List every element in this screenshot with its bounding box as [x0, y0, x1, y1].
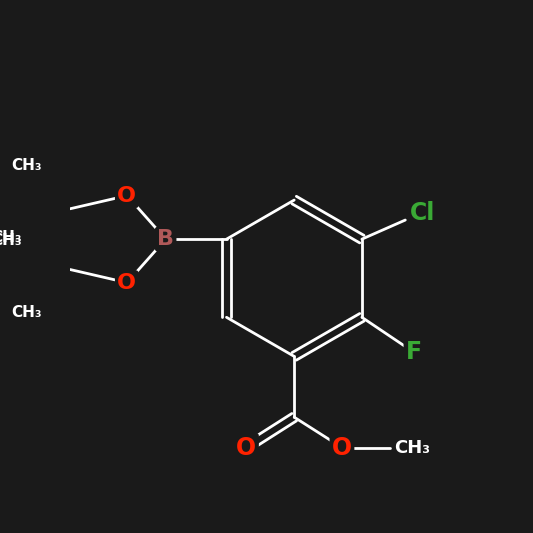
Text: O: O	[117, 185, 136, 206]
Text: O: O	[236, 435, 256, 459]
Text: O: O	[117, 272, 136, 293]
Text: CH₃: CH₃	[0, 233, 22, 248]
Text: O: O	[332, 435, 352, 459]
Text: F: F	[406, 340, 422, 364]
Text: CH₃: CH₃	[12, 158, 42, 173]
Text: CH₃: CH₃	[394, 439, 430, 457]
Text: CH₃: CH₃	[12, 305, 42, 320]
Text: CH₃: CH₃	[0, 230, 22, 245]
Text: B: B	[157, 229, 174, 249]
Text: Cl: Cl	[410, 201, 435, 225]
